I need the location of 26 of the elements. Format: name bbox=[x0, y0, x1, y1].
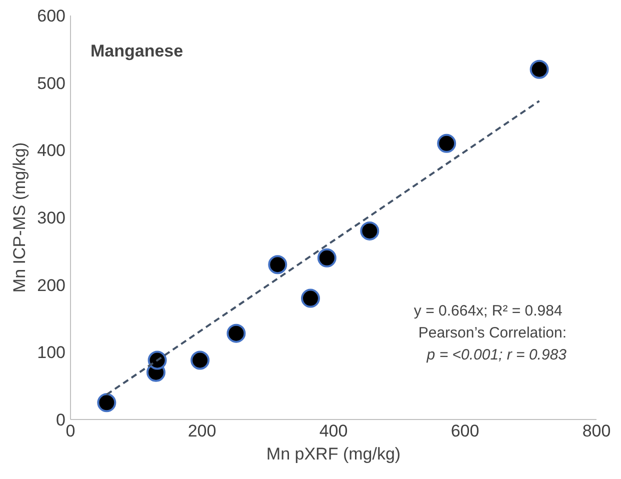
point bbox=[97, 393, 116, 412]
point bbox=[317, 248, 336, 268]
y-tick-label: 300 bbox=[37, 208, 66, 228]
point bbox=[530, 60, 549, 79]
annotation: Manganese bbox=[90, 42, 184, 60]
point bbox=[300, 288, 320, 308]
x-tick-label: 400 bbox=[319, 422, 348, 440]
point bbox=[148, 350, 167, 370]
x-tick-label: 600 bbox=[450, 422, 480, 440]
annotation: Pearson’s Correlation: bbox=[418, 324, 567, 342]
y-tick-label: 500 bbox=[37, 74, 66, 93]
x-axis-title: Mn pXRF (mg/kg) bbox=[266, 444, 401, 464]
point bbox=[360, 221, 380, 240]
point bbox=[437, 134, 456, 153]
point bbox=[268, 255, 288, 274]
x-tick-label: 800 bbox=[582, 422, 611, 440]
y-tick-label: 200 bbox=[37, 276, 66, 295]
y-axis-title: Mn ICP-MS (mg/kg) bbox=[10, 142, 30, 293]
x-tick-label: 200 bbox=[188, 422, 216, 440]
annotation: p = <0.001; r = 0.983 bbox=[426, 346, 568, 364]
point bbox=[226, 324, 246, 343]
point bbox=[190, 350, 210, 370]
y-tick-label: 400 bbox=[37, 141, 66, 160]
annotation: y = 0.664x; R² = 0.984 bbox=[414, 302, 562, 320]
y-tick-label: 600 bbox=[37, 6, 66, 26]
y-tick-label: 100 bbox=[37, 343, 66, 362]
